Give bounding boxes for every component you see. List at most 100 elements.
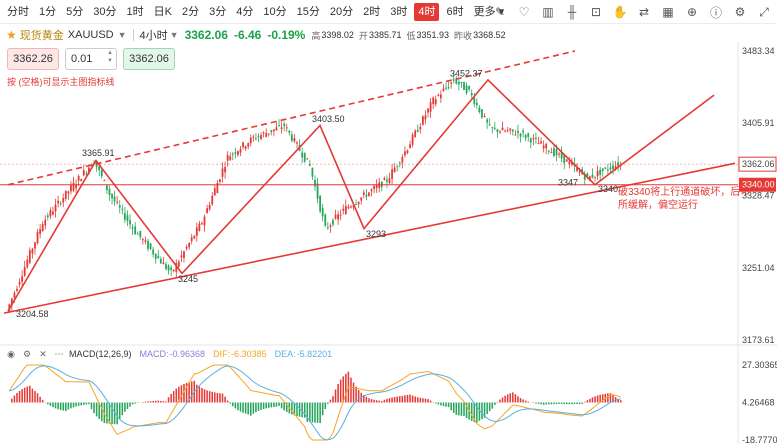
candle-icon[interactable]: ╫	[567, 5, 577, 19]
timeframe-3[interactable]: 30分	[93, 5, 117, 18]
candle-body	[588, 176, 591, 181]
candle-body	[560, 152, 563, 159]
candle-body	[113, 196, 116, 202]
candle-body	[16, 288, 18, 291]
candle	[296, 140, 298, 149]
swap-icon[interactable]: ⇄	[638, 5, 650, 19]
candle-body	[303, 152, 306, 162]
more-icon[interactable]: ⋯	[54, 348, 64, 359]
timeframe-14[interactable]: 4时	[414, 2, 440, 21]
quantity-stepper[interactable]: 0.01 ▲ ▼	[65, 48, 117, 70]
candle-body	[242, 142, 244, 148]
candle-body	[252, 136, 255, 138]
timeframe-12[interactable]: 2时	[363, 5, 381, 18]
candle	[370, 188, 373, 197]
timeframe-7[interactable]: 3分	[209, 5, 227, 18]
timeframe-11[interactable]: 20分	[329, 5, 354, 18]
candle-body	[98, 166, 101, 170]
info-icon[interactable]: ⓘ	[709, 5, 722, 20]
candle	[401, 154, 404, 169]
candle	[16, 285, 18, 293]
sell-button[interactable]: 3362.26	[7, 48, 59, 70]
price-annotation: 3245	[178, 274, 198, 284]
price-annotation: 3365.91	[82, 148, 115, 158]
timeframe-15[interactable]: 6时	[446, 5, 464, 18]
settings-icon[interactable]: ⚙	[734, 5, 746, 19]
candle-body	[34, 242, 36, 249]
candle	[355, 199, 358, 206]
candle-body	[583, 174, 586, 180]
candle-body	[54, 204, 57, 212]
zoom-icon[interactable]: ⊕	[686, 5, 698, 19]
candle-body	[514, 134, 517, 136]
candle	[31, 247, 34, 259]
candle	[206, 204, 208, 214]
candle	[82, 164, 85, 177]
price-change: -6.46	[233, 28, 262, 42]
timeframe-2[interactable]: 5分	[66, 5, 84, 18]
candle	[255, 133, 257, 141]
timeframe-6[interactable]: 2分	[181, 5, 200, 18]
symbol-name[interactable]: 现货黄金	[19, 30, 64, 42]
close-icon[interactable]: ✕	[39, 348, 47, 359]
timeframe-16[interactable]: 更多 ▾	[473, 5, 505, 18]
grid-icon[interactable]: ▦	[662, 5, 674, 19]
symbol-code[interactable]: XAUUSD	[67, 29, 114, 41]
eye-icon[interactable]: ◉	[7, 348, 15, 359]
candle	[141, 237, 144, 245]
candle-body	[375, 185, 378, 189]
candle-body	[542, 145, 545, 149]
candle	[419, 123, 422, 134]
candle-body	[493, 127, 496, 129]
bar-chart-icon[interactable]: ▥	[542, 5, 554, 19]
candle-body	[13, 292, 16, 298]
candle	[75, 179, 77, 193]
candle	[249, 134, 252, 147]
timeframe-10[interactable]: 15分	[296, 5, 320, 18]
pencil-icon[interactable]: ✎	[494, 5, 506, 19]
quantity-value[interactable]: 0.01	[71, 53, 93, 65]
hand-icon[interactable]: ✋	[612, 5, 628, 19]
timeframe-0[interactable]: 分时	[7, 5, 29, 18]
candle-body	[308, 164, 311, 166]
timeframe-9[interactable]: 10分	[263, 5, 287, 18]
candle-body	[409, 144, 411, 149]
stepper-arrows-icon[interactable]: ▲ ▼	[107, 50, 113, 64]
fullscreen-icon[interactable]: ⤢	[759, 4, 769, 19]
buy-button[interactable]: 3362.06	[123, 48, 175, 70]
candle	[154, 253, 157, 264]
timeframe-13[interactable]: 3时	[390, 5, 408, 18]
candle	[360, 196, 363, 205]
candle-body	[370, 189, 373, 192]
candle-body	[439, 94, 442, 99]
candle	[234, 147, 237, 159]
period-label[interactable]: 4小时	[139, 30, 168, 42]
favorite-star-icon[interactable]: ★	[6, 28, 17, 42]
candle-body	[170, 267, 173, 271]
candle-body	[499, 131, 501, 133]
candle	[67, 190, 70, 200]
timeframe-8[interactable]: 4分	[236, 5, 254, 18]
candle-body	[88, 167, 90, 173]
price-axis-label: 3328.47	[742, 191, 775, 201]
candle-body	[221, 168, 224, 177]
candle-body	[203, 216, 206, 226]
candle	[319, 194, 322, 214]
period-chevron-icon[interactable]: ▼	[169, 30, 179, 40]
candle-body	[350, 206, 352, 208]
timeframe-4[interactable]: 1时	[126, 5, 144, 18]
candle-body	[422, 116, 424, 125]
toolbar-icon-group: ✎ ♡ ▥ ╫ ⊡ ✋ ⇄ ▦ ⊕ ⓘ ⚙ ⤢	[485, 3, 773, 21]
heart-icon[interactable]: ♡	[518, 5, 530, 19]
timeframe-5[interactable]: 日K	[153, 5, 172, 18]
candle-body	[247, 143, 250, 147]
candle	[239, 145, 242, 157]
settings-icon[interactable]: ⚙	[22, 348, 32, 359]
candle	[298, 139, 301, 152]
timeframe-1[interactable]: 1分	[39, 5, 57, 18]
candle-body	[339, 214, 342, 216]
chevron-down-icon[interactable]: ▼	[117, 30, 127, 40]
ruler-icon[interactable]: ⊡	[590, 5, 602, 19]
candle-body	[195, 227, 198, 236]
